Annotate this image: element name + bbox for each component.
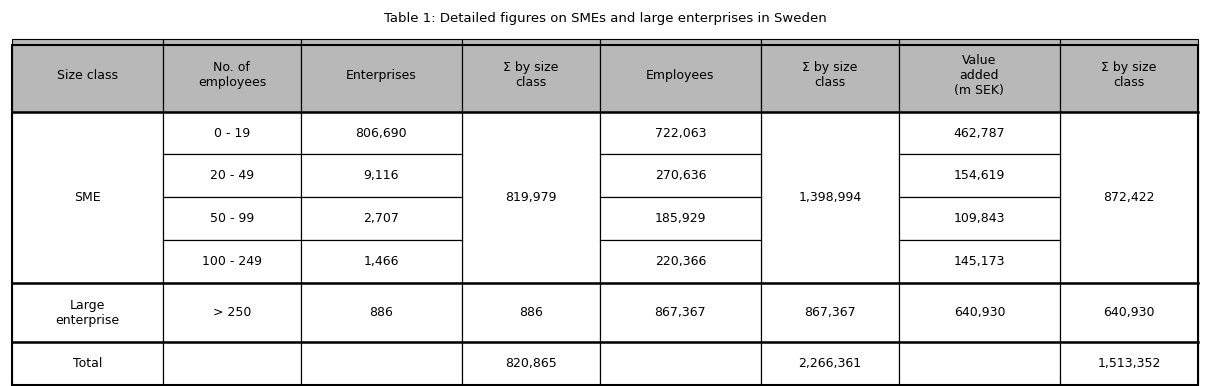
Text: 819,979: 819,979 [505, 191, 557, 204]
Text: 462,787: 462,787 [953, 127, 1006, 139]
Bar [12, 342, 163, 385]
Text: 220,366: 220,366 [655, 255, 707, 268]
Bar [163, 342, 301, 385]
Bar [899, 154, 1060, 197]
Bar [899, 197, 1060, 240]
Text: 640,930: 640,930 [1104, 306, 1154, 319]
Text: 9,116: 9,116 [364, 169, 399, 182]
Bar [1060, 283, 1198, 342]
Text: 109,843: 109,843 [953, 212, 1006, 225]
Text: 50 - 99: 50 - 99 [209, 212, 254, 225]
Text: Σ by size
class: Σ by size class [1101, 61, 1157, 89]
Bar [761, 283, 899, 342]
Bar [163, 112, 301, 154]
Bar [163, 240, 301, 283]
Bar [163, 154, 301, 197]
Bar [899, 240, 1060, 283]
Text: Table 1: Detailed figures on SMEs and large enterprises in Sweden: Table 1: Detailed figures on SMEs and la… [384, 12, 826, 25]
Bar [301, 197, 462, 240]
Text: 1,513,352: 1,513,352 [1097, 357, 1160, 370]
Text: Σ by size
class: Σ by size class [802, 61, 858, 89]
Bar [1060, 39, 1198, 112]
Bar [761, 39, 899, 112]
Bar [899, 342, 1060, 385]
Text: 867,367: 867,367 [805, 306, 855, 319]
Bar [301, 283, 462, 342]
Text: Large
enterprise: Large enterprise [56, 298, 120, 327]
Bar [600, 39, 761, 112]
Bar [462, 112, 600, 283]
Text: 886: 886 [369, 306, 393, 319]
Text: 1,466: 1,466 [364, 255, 399, 268]
Text: 2,266,361: 2,266,361 [799, 357, 862, 370]
Bar [12, 39, 163, 112]
Text: Total: Total [73, 357, 102, 370]
Text: Value
added
(m SEK): Value added (m SEK) [955, 54, 1004, 96]
Bar [462, 283, 600, 342]
Text: 145,173: 145,173 [953, 255, 1006, 268]
Text: 20 - 49: 20 - 49 [209, 169, 254, 182]
Text: 0 - 19: 0 - 19 [214, 127, 250, 139]
Bar [301, 39, 462, 112]
Bar [899, 112, 1060, 154]
Bar [600, 240, 761, 283]
Bar [1060, 342, 1198, 385]
Text: > 250: > 250 [213, 306, 250, 319]
Text: 640,930: 640,930 [953, 306, 1006, 319]
Text: 872,422: 872,422 [1104, 191, 1154, 204]
Bar [600, 197, 761, 240]
Bar [600, 154, 761, 197]
Bar [163, 39, 301, 112]
Bar [761, 112, 899, 283]
Text: 722,063: 722,063 [655, 127, 707, 139]
Bar [462, 342, 600, 385]
Text: 886: 886 [519, 306, 543, 319]
Bar [301, 112, 462, 154]
Text: 1,398,994: 1,398,994 [799, 191, 862, 204]
Text: Σ by size
class: Σ by size class [503, 61, 559, 89]
Bar [462, 39, 600, 112]
Text: No. of
employees: No. of employees [197, 61, 266, 89]
Bar [761, 342, 899, 385]
Text: 867,367: 867,367 [655, 306, 707, 319]
Bar [12, 112, 163, 283]
Bar [163, 283, 301, 342]
Text: 270,636: 270,636 [655, 169, 707, 182]
Text: 154,619: 154,619 [953, 169, 1006, 182]
Bar [899, 39, 1060, 112]
Text: 806,690: 806,690 [356, 127, 408, 139]
Text: 2,707: 2,707 [363, 212, 399, 225]
Bar [163, 197, 301, 240]
Bar [301, 154, 462, 197]
Text: 185,929: 185,929 [655, 212, 707, 225]
Bar [600, 342, 761, 385]
Text: Enterprises: Enterprises [346, 69, 416, 81]
Text: 820,865: 820,865 [505, 357, 557, 370]
Bar [12, 283, 163, 342]
Bar [899, 283, 1060, 342]
Bar [12, 46, 1198, 385]
Bar [301, 240, 462, 283]
Text: SME: SME [74, 191, 100, 204]
Text: 100 - 249: 100 - 249 [202, 255, 261, 268]
Bar [1060, 112, 1198, 283]
Text: Employees: Employees [646, 69, 715, 81]
Bar [301, 342, 462, 385]
Bar [600, 283, 761, 342]
Bar [600, 112, 761, 154]
Text: Size class: Size class [57, 69, 119, 81]
